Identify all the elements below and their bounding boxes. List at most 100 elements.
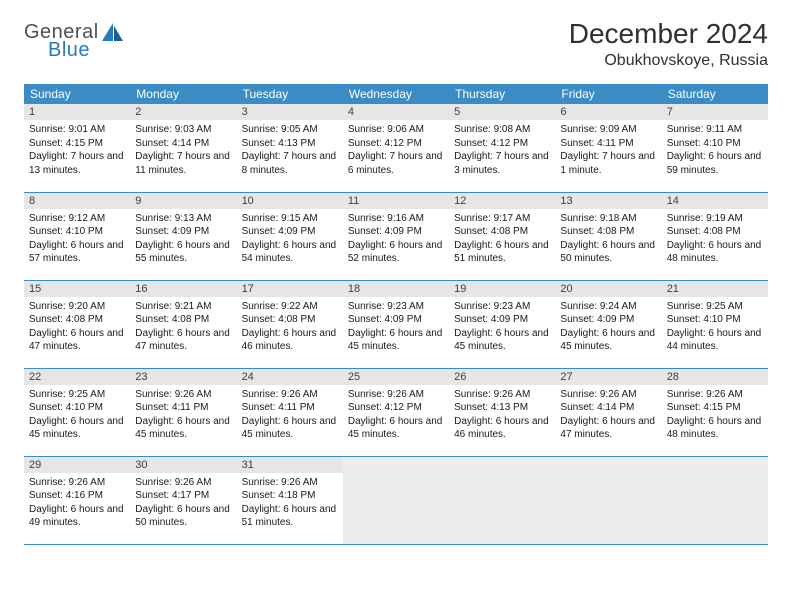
empty-cell — [343, 456, 449, 544]
day-number: 3 — [237, 104, 343, 120]
day-details: Sunrise: 9:23 AMSunset: 4:09 PMDaylight:… — [343, 297, 449, 358]
day-number: 18 — [343, 281, 449, 297]
day-cell: 9Sunrise: 9:13 AMSunset: 4:09 PMDaylight… — [130, 192, 236, 280]
brand-word2: Blue — [48, 40, 124, 60]
location-text: Obukhovskoye, Russia — [569, 52, 768, 70]
day-details: Sunrise: 9:21 AMSunset: 4:08 PMDaylight:… — [130, 297, 236, 358]
daylight-text: Daylight: 6 hours and 50 minutes. — [135, 503, 231, 530]
day-cell: 31Sunrise: 9:26 AMSunset: 4:18 PMDayligh… — [237, 456, 343, 544]
day-cell: 18Sunrise: 9:23 AMSunset: 4:09 PMDayligh… — [343, 280, 449, 368]
sunrise-text: Sunrise: 9:26 AM — [348, 388, 444, 402]
day-cell: 10Sunrise: 9:15 AMSunset: 4:09 PMDayligh… — [237, 192, 343, 280]
sunset-text: Sunset: 4:09 PM — [454, 313, 550, 327]
day-cell: 3Sunrise: 9:05 AMSunset: 4:13 PMDaylight… — [237, 104, 343, 192]
daylight-text: Daylight: 6 hours and 50 minutes. — [560, 239, 656, 266]
sunset-text: Sunset: 4:08 PM — [454, 225, 550, 239]
day-number: 14 — [662, 193, 768, 209]
daylight-text: Daylight: 6 hours and 59 minutes. — [667, 150, 763, 177]
sunset-text: Sunset: 4:08 PM — [667, 225, 763, 239]
day-cell: 29Sunrise: 9:26 AMSunset: 4:16 PMDayligh… — [24, 456, 130, 544]
sunset-text: Sunset: 4:14 PM — [135, 137, 231, 151]
day-number: 6 — [555, 104, 661, 120]
day-header: Friday — [555, 84, 661, 104]
sunrise-text: Sunrise: 9:23 AM — [348, 300, 444, 314]
day-number: 17 — [237, 281, 343, 297]
day-number: 22 — [24, 369, 130, 385]
sunrise-text: Sunrise: 9:23 AM — [454, 300, 550, 314]
sunset-text: Sunset: 4:11 PM — [242, 401, 338, 415]
sunset-text: Sunset: 4:10 PM — [667, 137, 763, 151]
day-number: 16 — [130, 281, 236, 297]
empty-cell — [662, 456, 768, 544]
sunrise-text: Sunrise: 9:01 AM — [29, 123, 125, 137]
day-details: Sunrise: 9:26 AMSunset: 4:11 PMDaylight:… — [237, 385, 343, 446]
daylight-text: Daylight: 6 hours and 55 minutes. — [135, 239, 231, 266]
day-details: Sunrise: 9:24 AMSunset: 4:09 PMDaylight:… — [555, 297, 661, 358]
sunrise-text: Sunrise: 9:26 AM — [242, 388, 338, 402]
daylight-text: Daylight: 6 hours and 47 minutes. — [29, 327, 125, 354]
sunrise-text: Sunrise: 9:22 AM — [242, 300, 338, 314]
daylight-text: Daylight: 6 hours and 44 minutes. — [667, 327, 763, 354]
daylight-text: Daylight: 7 hours and 3 minutes. — [454, 150, 550, 177]
day-cell: 6Sunrise: 9:09 AMSunset: 4:11 PMDaylight… — [555, 104, 661, 192]
day-details: Sunrise: 9:26 AMSunset: 4:12 PMDaylight:… — [343, 385, 449, 446]
day-cell: 17Sunrise: 9:22 AMSunset: 4:08 PMDayligh… — [237, 280, 343, 368]
day-cell: 20Sunrise: 9:24 AMSunset: 4:09 PMDayligh… — [555, 280, 661, 368]
day-details: Sunrise: 9:09 AMSunset: 4:11 PMDaylight:… — [555, 120, 661, 181]
sunrise-text: Sunrise: 9:15 AM — [242, 212, 338, 226]
day-cell: 22Sunrise: 9:25 AMSunset: 4:10 PMDayligh… — [24, 368, 130, 456]
day-number: 19 — [449, 281, 555, 297]
day-details: Sunrise: 9:06 AMSunset: 4:12 PMDaylight:… — [343, 120, 449, 181]
day-cell: 24Sunrise: 9:26 AMSunset: 4:11 PMDayligh… — [237, 368, 343, 456]
sunrise-text: Sunrise: 9:11 AM — [667, 123, 763, 137]
sunrise-text: Sunrise: 9:05 AM — [242, 123, 338, 137]
daylight-text: Daylight: 6 hours and 45 minutes. — [242, 415, 338, 442]
sunset-text: Sunset: 4:13 PM — [454, 401, 550, 415]
day-cell: 15Sunrise: 9:20 AMSunset: 4:08 PMDayligh… — [24, 280, 130, 368]
sunset-text: Sunset: 4:09 PM — [135, 225, 231, 239]
daylight-text: Daylight: 6 hours and 52 minutes. — [348, 239, 444, 266]
daylight-text: Daylight: 6 hours and 48 minutes. — [667, 415, 763, 442]
day-cell: 27Sunrise: 9:26 AMSunset: 4:14 PMDayligh… — [555, 368, 661, 456]
day-details: Sunrise: 9:19 AMSunset: 4:08 PMDaylight:… — [662, 209, 768, 270]
calendar-row: 8Sunrise: 9:12 AMSunset: 4:10 PMDaylight… — [24, 192, 768, 280]
sunset-text: Sunset: 4:08 PM — [560, 225, 656, 239]
day-cell: 19Sunrise: 9:23 AMSunset: 4:09 PMDayligh… — [449, 280, 555, 368]
day-cell: 5Sunrise: 9:08 AMSunset: 4:12 PMDaylight… — [449, 104, 555, 192]
calendar-row: 15Sunrise: 9:20 AMSunset: 4:08 PMDayligh… — [24, 280, 768, 368]
sunrise-text: Sunrise: 9:26 AM — [560, 388, 656, 402]
day-number: 25 — [343, 369, 449, 385]
day-cell: 11Sunrise: 9:16 AMSunset: 4:09 PMDayligh… — [343, 192, 449, 280]
day-details: Sunrise: 9:26 AMSunset: 4:16 PMDaylight:… — [24, 473, 130, 534]
day-cell: 26Sunrise: 9:26 AMSunset: 4:13 PMDayligh… — [449, 368, 555, 456]
sunrise-text: Sunrise: 9:26 AM — [135, 476, 231, 490]
daylight-text: Daylight: 6 hours and 54 minutes. — [242, 239, 338, 266]
day-header: Monday — [130, 84, 236, 104]
day-details: Sunrise: 9:26 AMSunset: 4:13 PMDaylight:… — [449, 385, 555, 446]
day-header: Saturday — [662, 84, 768, 104]
empty-cell — [555, 456, 661, 544]
sunset-text: Sunset: 4:09 PM — [560, 313, 656, 327]
daylight-text: Daylight: 6 hours and 51 minutes. — [454, 239, 550, 266]
day-cell: 16Sunrise: 9:21 AMSunset: 4:08 PMDayligh… — [130, 280, 236, 368]
sunset-text: Sunset: 4:15 PM — [29, 137, 125, 151]
daylight-text: Daylight: 6 hours and 48 minutes. — [667, 239, 763, 266]
calendar-body: 1Sunrise: 9:01 AMSunset: 4:15 PMDaylight… — [24, 104, 768, 544]
sunset-text: Sunset: 4:09 PM — [348, 225, 444, 239]
sunrise-text: Sunrise: 9:12 AM — [29, 212, 125, 226]
sunset-text: Sunset: 4:12 PM — [454, 137, 550, 151]
day-number: 31 — [237, 457, 343, 473]
sunrise-text: Sunrise: 9:21 AM — [135, 300, 231, 314]
sunrise-text: Sunrise: 9:16 AM — [348, 212, 444, 226]
day-cell: 14Sunrise: 9:19 AMSunset: 4:08 PMDayligh… — [662, 192, 768, 280]
day-number: 12 — [449, 193, 555, 209]
calendar-table: SundayMondayTuesdayWednesdayThursdayFrid… — [24, 84, 768, 545]
day-details: Sunrise: 9:16 AMSunset: 4:09 PMDaylight:… — [343, 209, 449, 270]
calendar-row: 22Sunrise: 9:25 AMSunset: 4:10 PMDayligh… — [24, 368, 768, 456]
day-header-row: SundayMondayTuesdayWednesdayThursdayFrid… — [24, 84, 768, 104]
day-details: Sunrise: 9:13 AMSunset: 4:09 PMDaylight:… — [130, 209, 236, 270]
day-number: 28 — [662, 369, 768, 385]
day-number: 4 — [343, 104, 449, 120]
day-details: Sunrise: 9:05 AMSunset: 4:13 PMDaylight:… — [237, 120, 343, 181]
day-header: Wednesday — [343, 84, 449, 104]
